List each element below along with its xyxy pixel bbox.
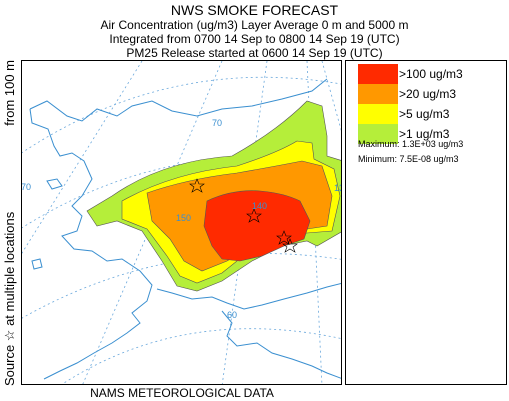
legend-item-gt100: >100 ug/m3 [358,64,503,84]
concentration-description: Air Concentration (ug/m3) Layer Average … [100,18,409,32]
release-height-label: from 100 m [2,60,17,126]
lon-label-140: 140 [252,201,268,211]
legend-swatch [358,124,398,144]
lon-label-150: 150 [176,213,192,223]
lat-label-60: 60 [227,310,238,320]
contour-gt100 [203,190,311,262]
latitude-line [22,76,341,154]
minimum-value: Minimum: 7.5E-08 ug/m3 [358,154,459,164]
forecast-title: NWS SMOKE FORECAST [170,2,339,18]
legend-label: >100 ug/m3 [399,67,463,81]
legend-swatch [358,104,398,124]
latitude-line [22,253,341,319]
meteorological-data-label: NAMS METEOROLOGICAL DATA [90,386,274,400]
legend-swatch [358,84,398,104]
coastline [29,78,341,380]
integration-period: Integrated from 0700 14 Sep to 0800 14 S… [109,32,400,46]
concentration-legend: >100 ug/m3 >20 ug/m3 >5 ug/m3 >1 ug/m3 M… [345,60,507,385]
lon-label-130: 130 [334,183,341,193]
legend-label: >20 ug/m3 [399,87,457,101]
legend-item-gt1: >1 ug/m3 [358,124,503,144]
release-start: PM25 Release started at 0600 14 Sep 19 (… [126,46,383,60]
source-markers [189,178,298,253]
source-side-label: Source ☆ at multiple locations from 100 … [2,60,18,386]
longitude-line [321,61,341,131]
latitude-line [61,328,341,384]
longitude-line [22,61,143,254]
smoke-map: 170 70 150 140 130 60 [21,60,342,385]
maximum-value: Maximum: 1.3E+03 ug/m3 [358,139,464,149]
lat-label-70: 70 [212,118,223,128]
source-locations-label: Source ☆ at multiple locations [2,211,17,386]
map-canvas [22,61,341,384]
legend-swatch [358,64,398,84]
legend-item-gt5: >5 ug/m3 [358,104,503,124]
legend-label: >1 ug/m3 [399,127,450,141]
legend-label: >5 ug/m3 [399,107,450,121]
longitude-line [306,61,323,384]
lon-label-170: 170 [21,182,32,192]
legend-item-gt20: >20 ug/m3 [358,84,503,104]
